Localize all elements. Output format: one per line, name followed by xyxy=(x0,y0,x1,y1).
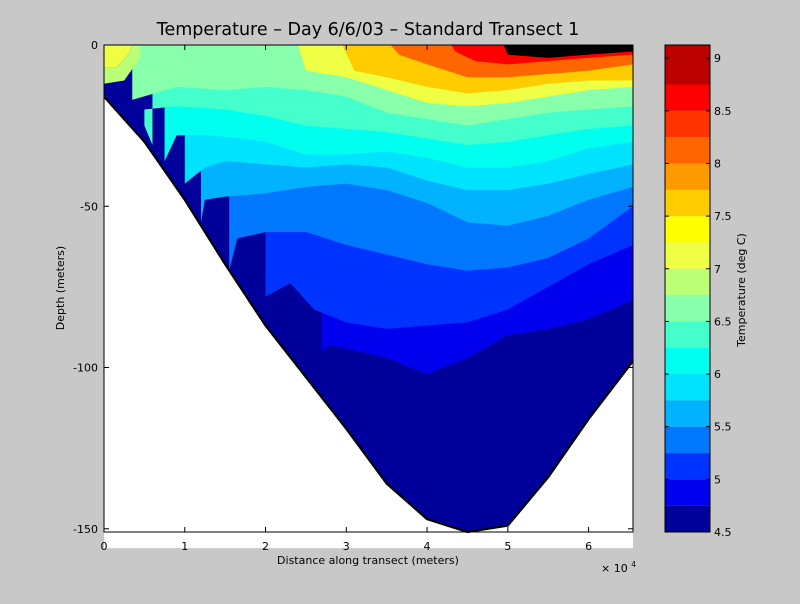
y-axis-label: Depth (meters) xyxy=(54,246,67,330)
colorbar-swatch xyxy=(665,321,710,348)
seabed-mask xyxy=(104,96,633,549)
colorbar-swatch xyxy=(665,163,710,190)
colorbar-tick-label: 6.5 xyxy=(714,315,732,328)
y-tick-label: 0 xyxy=(91,39,98,52)
x-axis-multiplier-base: × 10 xyxy=(601,562,628,575)
x-tick-label: 0 xyxy=(101,540,108,553)
bottom-profile-line xyxy=(103,95,634,534)
plot-frame xyxy=(103,44,634,533)
temperature-contour-layer xyxy=(103,45,634,549)
x-tick-label: 4 xyxy=(424,540,431,553)
x-tick-label: 3 xyxy=(343,540,350,553)
chart-title: Temperature – Day 6/6/03 – Standard Tran… xyxy=(156,20,579,40)
colorbar-swatch xyxy=(665,505,710,532)
colorbar-tick-label: 9 xyxy=(714,52,721,65)
x-tick-label: 5 xyxy=(504,540,511,553)
y-tick-label: -150 xyxy=(73,523,98,536)
y-tick-label: -50 xyxy=(80,200,98,213)
colorbar-tick-label: 8 xyxy=(714,157,721,170)
colorbar-swatch xyxy=(665,216,710,243)
colorbar-swatch xyxy=(665,84,710,111)
x-axis-label: Distance along transect (meters) xyxy=(277,554,459,567)
colorbar-swatch xyxy=(665,374,710,401)
colorbar-label: Temperature (deg C) xyxy=(735,233,748,348)
colorbar-swatch xyxy=(665,426,710,454)
colorbar-tick-label: 5 xyxy=(714,473,721,486)
colorbar-tick-label: 7 xyxy=(714,263,721,276)
colorbar-tick-label: 6 xyxy=(714,368,721,381)
surface-patch-0 xyxy=(104,45,133,68)
colorbar-tick-label: 5.5 xyxy=(714,421,732,434)
x-axis-multiplier: × 10 4 xyxy=(601,560,636,575)
colorbar-swatch xyxy=(665,45,710,85)
colorbar: 4.5 5 5.5 6 6.5 7 7.5 8 8.5 9 xyxy=(664,44,732,539)
y-axis: 0 -50 -100 -150 xyxy=(73,39,633,536)
colorbar-swatch xyxy=(665,268,710,296)
colorbar-swatch xyxy=(665,242,710,269)
x-axis-multiplier-exponent: 4 xyxy=(631,560,636,569)
colorbar-swatch xyxy=(665,189,710,217)
x-tick-label: 2 xyxy=(262,540,269,553)
x-tick-label: 6 xyxy=(585,540,592,553)
colorbar-swatch xyxy=(665,137,710,164)
colorbar-tick-label: 4.5 xyxy=(714,526,732,539)
colorbar-swatch xyxy=(665,347,710,375)
colorbar-swatch xyxy=(665,295,710,322)
colorbar-frame xyxy=(664,44,711,533)
colorbar-tick-label: 8.5 xyxy=(714,105,732,118)
colorbar-swatch xyxy=(665,110,710,138)
contour-band-9 xyxy=(503,45,633,58)
y-tick-label: -100 xyxy=(73,362,98,375)
x-tick-label: 1 xyxy=(181,540,188,553)
colorbar-swatch xyxy=(665,400,710,427)
surface-patch-1 xyxy=(104,45,141,84)
colorbar-swatch xyxy=(665,453,710,480)
colorbar-swatch xyxy=(665,479,710,506)
colorbar-tick-label: 7.5 xyxy=(714,210,732,223)
